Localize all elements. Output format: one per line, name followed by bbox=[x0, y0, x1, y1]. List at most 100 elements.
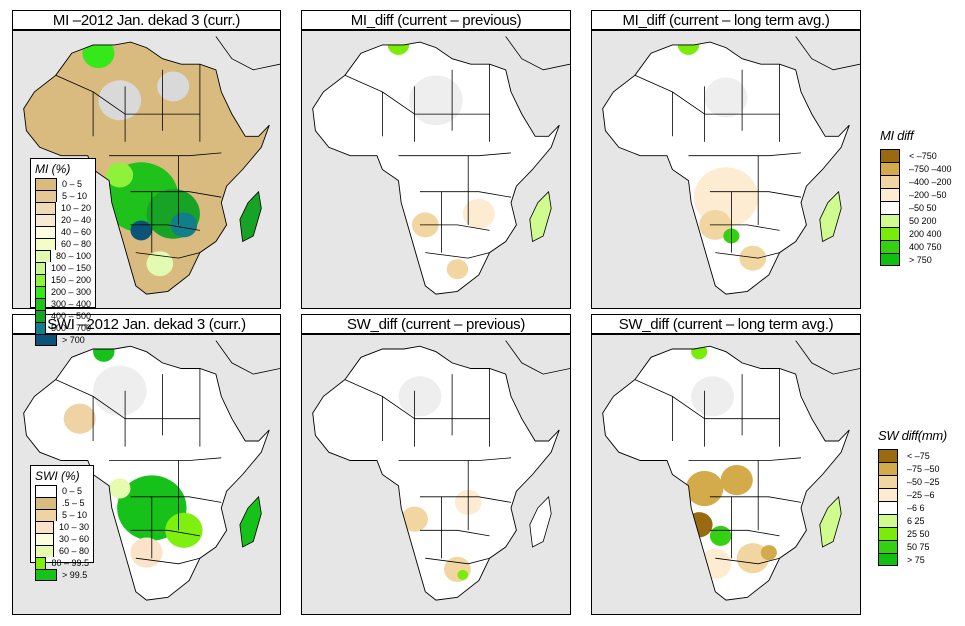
legend-label: < –750 bbox=[909, 150, 937, 161]
legend-label: 40 – 60 bbox=[60, 227, 91, 237]
value-region bbox=[401, 506, 428, 532]
country-border bbox=[130, 191, 222, 198]
value-region bbox=[446, 259, 469, 280]
legend-swatch bbox=[35, 334, 57, 346]
legend-item: > 750 bbox=[880, 253, 952, 266]
legend-item: 400 – 500 bbox=[35, 310, 91, 322]
value-region bbox=[130, 537, 163, 568]
value-region bbox=[720, 465, 753, 496]
legend-swatch bbox=[878, 475, 898, 488]
legend-item: 5 – 10 bbox=[35, 509, 89, 521]
legend-label: 50 75 bbox=[907, 541, 930, 552]
legend-label: > 99.5 bbox=[62, 570, 88, 580]
value-region bbox=[130, 220, 152, 241]
legend-item: 0 – 5 bbox=[35, 485, 89, 497]
legend-label: > 700 bbox=[62, 335, 85, 345]
africa-map bbox=[23, 340, 280, 601]
legend-item: –50 50 bbox=[880, 201, 952, 214]
country-border bbox=[715, 557, 780, 565]
value-region bbox=[170, 212, 198, 238]
legend-label: –400 –200 bbox=[909, 176, 952, 187]
country-border bbox=[425, 557, 490, 565]
legend-label: > 750 bbox=[909, 254, 932, 265]
country-border bbox=[419, 496, 512, 503]
legend-swatch bbox=[880, 240, 900, 253]
legend-item: –750 –400 bbox=[880, 162, 952, 175]
legend-item: 500 – 700 bbox=[35, 322, 91, 334]
value-region bbox=[457, 569, 469, 580]
legend-item: 60 – 80 bbox=[35, 238, 91, 250]
value-region bbox=[685, 512, 713, 538]
value-region bbox=[165, 512, 203, 548]
value-region bbox=[109, 478, 131, 499]
coastline bbox=[23, 41, 270, 295]
legend-label: 80 – 100 bbox=[55, 251, 91, 261]
value-region bbox=[691, 346, 708, 360]
value-region bbox=[704, 77, 748, 118]
legend-label: 10 – 20 bbox=[60, 203, 91, 213]
value-region bbox=[146, 251, 174, 277]
legend-item: < –750 bbox=[880, 149, 952, 162]
legend-swatch bbox=[35, 497, 57, 509]
legend-label: –6 6 bbox=[907, 502, 925, 513]
legend-swatch bbox=[878, 514, 898, 527]
madagascar bbox=[239, 190, 262, 243]
value-region bbox=[98, 80, 142, 121]
country-border bbox=[709, 496, 802, 503]
legend-swatch bbox=[878, 501, 898, 514]
legend-swatch bbox=[35, 569, 57, 581]
legend-label: > 75 bbox=[907, 554, 925, 565]
legend-label: –75 –50 bbox=[907, 463, 940, 474]
country-border bbox=[709, 224, 780, 231]
panel-title: MI_diff (current – previous) bbox=[301, 10, 571, 30]
legend-swatch bbox=[878, 527, 898, 540]
value-region bbox=[685, 470, 724, 507]
legend-title: MI diff bbox=[880, 128, 914, 143]
panel-title: SW_diff (current – previous) bbox=[301, 314, 571, 334]
legend-swatch bbox=[35, 322, 46, 334]
legend-swatch bbox=[35, 274, 46, 286]
legend-item: > 99.5 bbox=[35, 569, 89, 581]
legend-item: .5 – 5 bbox=[35, 497, 89, 509]
value-region bbox=[760, 545, 777, 561]
value-region bbox=[93, 365, 147, 416]
legend-swatch bbox=[878, 540, 898, 553]
panel-title: MI_diff (current – long term avg.) bbox=[591, 10, 861, 30]
legend-swatch bbox=[35, 310, 46, 322]
legend-title: MI (%) bbox=[35, 162, 71, 176]
legend-item: 60 – 80 bbox=[35, 545, 89, 557]
country-border bbox=[55, 379, 126, 420]
value-region bbox=[736, 543, 769, 574]
legend-swatch bbox=[35, 262, 46, 274]
country-border bbox=[130, 496, 222, 503]
legend-mi-diff: MI diff < –750 –750 –400 –400 –200 –200 –50… bbox=[880, 128, 952, 266]
legend-swatch bbox=[35, 202, 56, 214]
map-sw-diff-previous bbox=[301, 334, 571, 615]
legend-label: –50 50 bbox=[909, 202, 937, 213]
legend-swatch bbox=[878, 553, 898, 566]
country-border bbox=[398, 152, 512, 157]
arabian-coastline bbox=[795, 36, 860, 71]
madagascar bbox=[239, 495, 262, 548]
legend-label: 60 – 80 bbox=[58, 546, 89, 556]
legend-item: –50 –25 bbox=[878, 475, 947, 488]
country-border bbox=[398, 457, 512, 461]
legend-label: 400 – 500 bbox=[50, 311, 91, 321]
country-border bbox=[135, 557, 201, 565]
legend-item: 80 – 100 bbox=[35, 250, 91, 262]
legend-swatch bbox=[35, 178, 57, 190]
legend-item: 50 75 bbox=[878, 540, 947, 553]
legend-item: –200 –50 bbox=[880, 188, 952, 201]
legend-item: 40 – 60 bbox=[35, 226, 91, 238]
legend-item: –400 –200 bbox=[880, 175, 952, 188]
country-border bbox=[419, 224, 490, 231]
legend-swatch bbox=[35, 545, 54, 557]
value-region bbox=[82, 42, 115, 69]
legend-swatch bbox=[880, 149, 900, 162]
legend-label: –25 –6 bbox=[907, 489, 935, 500]
madagascar bbox=[819, 190, 842, 243]
legend-label: 500 – 700 bbox=[50, 323, 91, 333]
legend-label: 150 – 200 bbox=[50, 275, 91, 285]
country-border bbox=[425, 252, 490, 259]
legend-title: SWI (%) bbox=[35, 469, 80, 483]
